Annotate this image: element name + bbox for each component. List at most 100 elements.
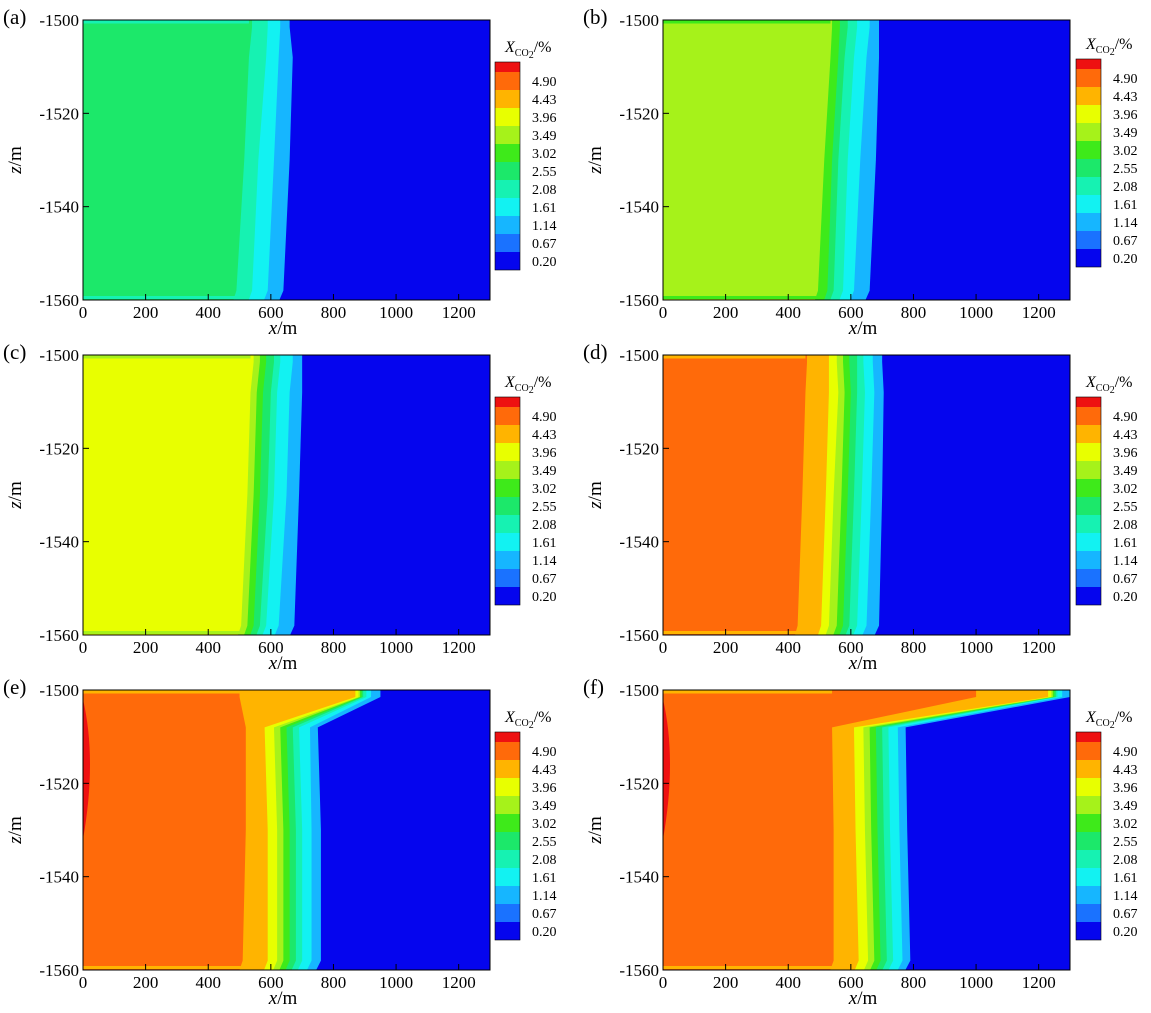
colorbar-swatch	[495, 732, 520, 742]
colorbar-swatch	[1076, 105, 1101, 123]
colorbar-level-label: 4.90	[532, 410, 557, 425]
colorbar-level-label: 3.96	[1113, 446, 1138, 461]
colorbar-level-label: 2.55	[1113, 500, 1138, 515]
colorbar-swatch	[495, 234, 520, 252]
x-tick-label: 0	[659, 973, 668, 992]
colorbar-level-label: 0.20	[532, 590, 557, 605]
colorbar-swatch	[1076, 904, 1101, 922]
colorbar: XCO2/% 4.90 4.43 3.96 3.49 3.02 2.55 2.08 1.61 1.…	[1075, 709, 1138, 941]
colorbar-swatch	[1076, 397, 1101, 407]
colorbar-level-label: 4.43	[1113, 428, 1138, 443]
colorbar-level-label: 4.43	[532, 763, 557, 778]
colorbar: XCO2/% 4.90 4.43 3.96 3.49 3.02 2.55 2.08 1.61 1.…	[1075, 374, 1138, 606]
colorbar-swatch	[495, 144, 520, 162]
colorbar-swatch	[1076, 159, 1101, 177]
contour-band	[663, 20, 833, 300]
colorbar-swatch	[1076, 59, 1101, 69]
x-tick-label: 1000	[959, 638, 993, 657]
y-tick-label: -1540	[39, 533, 79, 552]
colorbar-swatch	[495, 515, 520, 533]
x-tick-label: 0	[79, 638, 88, 657]
y-tick-label: -1500	[619, 346, 659, 365]
colorbar-frame	[1075, 396, 1102, 606]
colorbar-level-label: 3.02	[1113, 482, 1138, 497]
y-axis-label: z/m	[585, 481, 606, 510]
x-axis-label: x/m	[848, 988, 878, 1009]
colorbar-level-label: 0.20	[1113, 925, 1138, 940]
y-tick-label: -1520	[619, 774, 659, 793]
colorbar-level-label: 2.55	[532, 500, 557, 515]
colorbar-swatch	[495, 497, 520, 515]
colorbar-swatch	[1076, 850, 1101, 868]
y-axis-label: z/m	[5, 816, 26, 845]
colorbar-level-label: 2.55	[532, 835, 557, 850]
colorbar-swatch	[495, 252, 520, 270]
colorbar-swatch	[495, 760, 520, 778]
x-axis-label: x/m	[268, 988, 298, 1009]
colorbar-level-label: 1.61	[1113, 871, 1138, 886]
colorbar-frame	[494, 396, 521, 606]
colorbar-level-label: 0.67	[1113, 572, 1138, 587]
colorbar-swatch	[495, 533, 520, 551]
colorbar-title: XCO2/%	[504, 374, 551, 396]
colorbar-swatch	[1076, 742, 1101, 760]
y-axis-label: z/m	[5, 481, 26, 510]
x-tick-label: 400	[775, 638, 801, 657]
colorbar-level-label: 4.43	[1113, 763, 1138, 778]
colorbar-level-label: 3.96	[1113, 108, 1138, 123]
colorbar-swatch	[1076, 796, 1101, 814]
bottom-boundary-layer	[663, 631, 798, 634]
x-tick-label: 1200	[1022, 638, 1056, 657]
x-tick-label: 1200	[442, 973, 476, 992]
colorbar-level-label: 0.67	[532, 572, 557, 587]
colorbar-level-label: 4.90	[1113, 745, 1138, 760]
colorbar-level-label: 3.96	[532, 111, 557, 126]
colorbar-swatch	[495, 162, 520, 180]
colorbar-swatch	[495, 108, 520, 126]
y-tick-label: -1540	[619, 868, 659, 887]
colorbar-level-label: 3.49	[532, 799, 557, 814]
colorbar-level-label: 3.49	[1113, 799, 1138, 814]
colorbar-swatch	[495, 407, 520, 425]
colorbar-level-label: 2.55	[1113, 835, 1138, 850]
bottom-boundary-layer	[83, 631, 242, 634]
plot-frame	[82, 689, 491, 971]
colorbar-level-label: 4.90	[1113, 410, 1138, 425]
colorbar-swatch	[1076, 569, 1101, 587]
x-tick-label: 400	[775, 973, 801, 992]
colorbar-level-label: 2.08	[532, 183, 557, 198]
x-tick-label: 800	[321, 973, 347, 992]
colorbar-level-label: 3.96	[532, 781, 557, 796]
colorbar-swatch	[495, 796, 520, 814]
colorbar-level-label: 3.02	[1113, 144, 1138, 159]
contour-band	[83, 355, 254, 635]
colorbar-swatch	[495, 904, 520, 922]
x-tick-label: 800	[901, 638, 927, 657]
y-tick-label: -1560	[39, 626, 79, 645]
x-tick-label: 1000	[959, 303, 993, 322]
colorbar: XCO2/% 4.90 4.43 3.96 3.49 3.02 2.55 2.08 1.61 1.…	[494, 374, 557, 606]
colorbar-swatch	[495, 397, 520, 407]
colorbar-swatch	[495, 479, 520, 497]
colorbar-title: XCO2/%	[504, 709, 551, 731]
colorbar-level-label: 1.61	[532, 871, 557, 886]
panel-e: 0 200 400 600 800 1000 1200 -1500 -1520 -1540 -156…	[3, 675, 557, 1009]
colorbar-swatch	[1076, 213, 1101, 231]
colorbar-level-label: 3.49	[532, 464, 557, 479]
top-boundary-layer	[663, 355, 806, 359]
x-axis-label: x/m	[268, 318, 298, 339]
colorbar-level-label: 0.67	[1113, 234, 1138, 249]
colorbar-swatch	[1076, 195, 1101, 213]
x-tick-label: 1000	[379, 638, 413, 657]
colorbar-swatch	[495, 868, 520, 886]
colorbar-level-label: 3.02	[1113, 817, 1138, 832]
x-tick-label: 1200	[442, 303, 476, 322]
colorbar-swatch	[1076, 922, 1101, 940]
colorbar-swatch	[495, 742, 520, 760]
colorbar-swatch	[1076, 832, 1101, 850]
colorbar-level-label: 1.61	[532, 201, 557, 216]
bottom-boundary-layer	[83, 966, 243, 969]
colorbar-level-label: 1.14	[532, 889, 557, 904]
plot-frame	[82, 19, 491, 301]
y-tick-label: -1560	[619, 291, 659, 310]
